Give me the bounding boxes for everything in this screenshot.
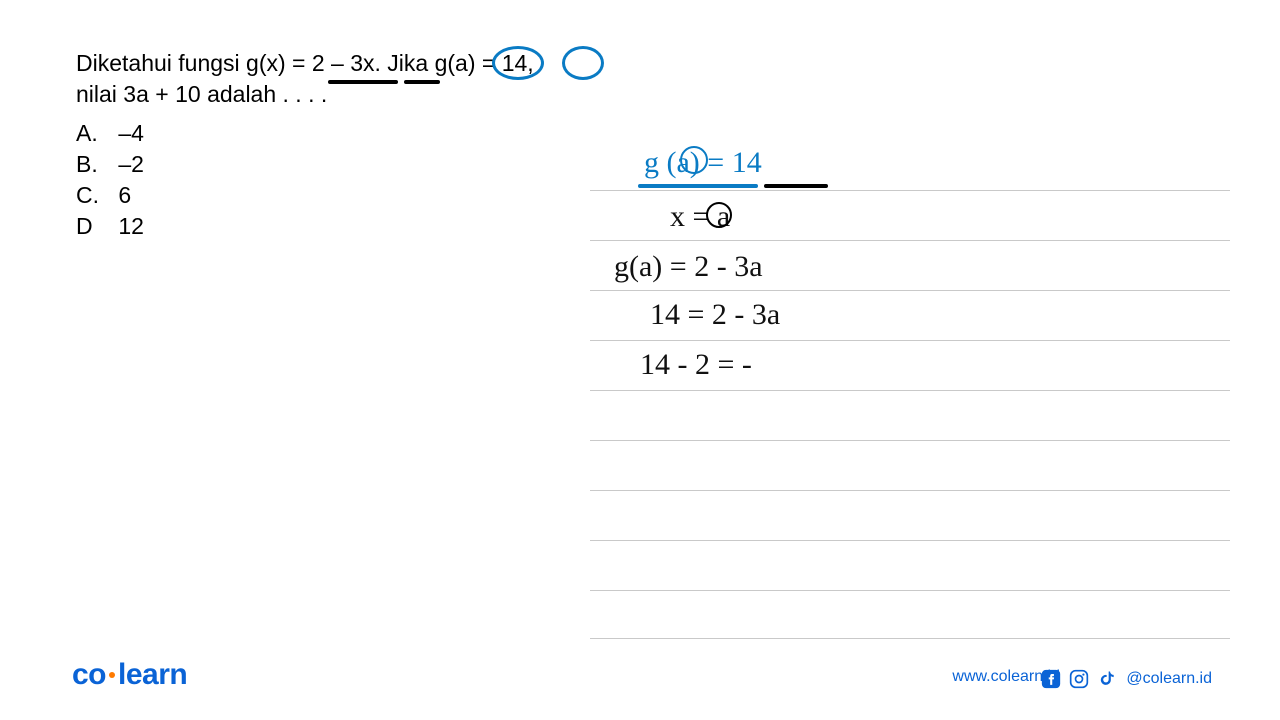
choice-a: A. –4 [76, 118, 616, 149]
choice-value: –4 [118, 120, 144, 146]
choice-c: C. 6 [76, 180, 616, 211]
facebook-icon [1040, 668, 1062, 690]
ruled-line [590, 638, 1230, 639]
handwritten-line: 14 = 2 - 3a [650, 300, 780, 330]
choice-letter: D [76, 211, 112, 242]
ruled-line [590, 390, 1230, 391]
ruled-line [590, 290, 1230, 291]
choice-d: D 12 [76, 211, 616, 242]
social-links: @colearn.id [1040, 668, 1212, 690]
choice-letter: A. [76, 118, 112, 149]
social-handle: @colearn.id [1126, 670, 1212, 688]
ruled-line [590, 490, 1230, 491]
underline-annotation [328, 80, 398, 84]
tiktok-icon [1096, 668, 1118, 690]
choice-value: –2 [118, 151, 144, 177]
handwritten-line: 14 - 2 = - [640, 350, 752, 380]
handwritten-line: g(a) = 2 - 3a [614, 252, 763, 282]
ruled-line [590, 240, 1230, 241]
choice-value: 12 [118, 213, 144, 239]
choice-letter: C. [76, 180, 112, 211]
ruled-line [590, 540, 1230, 541]
footer: colearn www.colearn.id @colearn.id [0, 656, 1280, 692]
handwritten-circle [680, 146, 708, 174]
underline-annotation [404, 80, 440, 84]
choice-b: B. –2 [76, 149, 616, 180]
answer-choices: A. –4 B. –2 C. 6 D 12 [76, 118, 616, 242]
ruled-line [590, 190, 1230, 191]
handwritten-underline [638, 184, 758, 188]
choice-letter: B. [76, 149, 112, 180]
ruled-line [590, 340, 1230, 341]
logo-co: co [72, 658, 106, 691]
circle-annotation [492, 46, 544, 80]
logo-learn: learn [118, 658, 187, 691]
brand-logo: colearn [72, 658, 187, 692]
ruled-line [590, 590, 1230, 591]
logo-dot-icon [109, 672, 115, 678]
question-block: Diketahui fungsi g(x) = 2 – 3x. Jika g(a… [76, 48, 616, 242]
ruled-line [590, 440, 1230, 441]
handwritten-underline [764, 184, 828, 188]
choice-value: 6 [118, 182, 131, 208]
circle-annotation [562, 46, 604, 80]
handwritten-circle [706, 202, 732, 228]
instagram-icon [1068, 668, 1090, 690]
